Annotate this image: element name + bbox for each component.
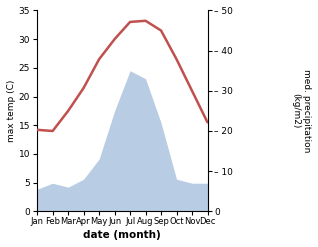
X-axis label: date (month): date (month) — [83, 230, 161, 240]
Y-axis label: med. precipitation
(kg/m2): med. precipitation (kg/m2) — [292, 69, 311, 153]
Y-axis label: max temp (C): max temp (C) — [7, 80, 16, 142]
